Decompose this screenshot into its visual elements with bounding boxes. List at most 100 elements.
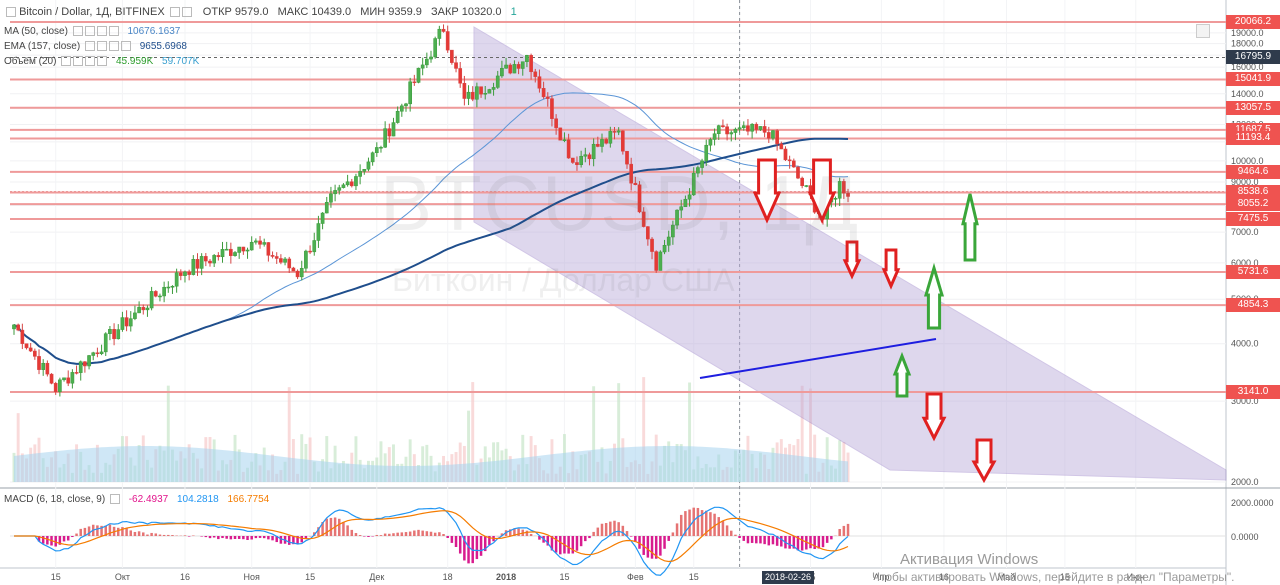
candle-body [78,361,83,373]
candle-body [466,91,471,99]
candle-body [128,318,133,327]
candle-body [500,68,504,77]
volume-legend[interactable]: Объём (20) 45.959K 59.707K [4,56,199,67]
candle-body [804,185,809,187]
candle-body [249,241,254,251]
candle-body [425,58,429,66]
volume-bar [421,446,425,482]
x-axis-tick-label: Апр [873,572,889,582]
collapse-icon[interactable] [6,7,16,18]
eye-icon[interactable] [96,41,107,52]
eye-icon[interactable] [181,7,192,18]
candle-body [216,255,221,258]
candle-body [166,286,171,289]
candle-body [341,184,346,188]
candle-body [145,307,150,311]
candle-body [729,132,734,135]
candle-body [842,181,846,194]
candle-body [116,329,121,340]
x-axis-tick-label: 15 [51,572,61,582]
candle-body [741,125,746,128]
candle-body [800,177,804,187]
volume-bar [379,441,383,482]
candle-body [20,329,25,344]
candle-body [108,329,112,334]
candle-body [28,347,33,352]
candle-body [666,236,671,246]
candle-body [16,324,21,331]
y-axis-tick-label: 3000.0 [1231,396,1259,406]
close-icon[interactable] [120,41,131,52]
macd-axis-label: 0.0000 [1231,532,1259,542]
candle-body [458,68,463,84]
x-axis-tick-label: Ноя [244,572,261,582]
y-axis-tick-label: 7000.0 [1231,227,1259,237]
candle-body [153,291,158,297]
candle-body [191,259,196,275]
macd-legend[interactable]: MACD (6, 18, close, 9) -62.4937 104.2818… [4,494,269,505]
arrow-down-icon [881,248,901,290]
candle-body [149,291,154,309]
close-icon[interactable] [97,56,108,67]
candle-body [304,250,308,269]
x-axis-tick-label: Май [998,572,1016,582]
eye-icon[interactable] [73,56,84,67]
candle-body [187,271,191,275]
x-axis-tick-label: Окт [115,572,130,582]
close-icon[interactable] [108,26,119,37]
candle-body [754,123,759,130]
candle-body [654,251,659,271]
candle-body [771,130,775,139]
candle-body [379,146,383,149]
ma-legend[interactable]: MA (50, close) 10676.1637 [4,26,180,37]
candle-body [320,212,325,224]
x-axis-tick-label: Дек [369,572,384,582]
settings-icon[interactable] [72,26,83,37]
candle-body [846,193,850,197]
candle-body [404,103,408,107]
candle-body [349,181,354,187]
candle-body [837,181,842,199]
price-level-label: 15041.9 [1226,72,1280,87]
settings-icon[interactable] [84,41,95,52]
candle-body [529,55,533,73]
candle-body [762,126,767,133]
candle-body [266,242,271,256]
x-axis-tick-label: 15 [1060,572,1070,582]
candle-body [591,143,596,160]
maximize-icon[interactable] [1196,24,1210,38]
candle-body [308,250,312,253]
candle-body [679,206,684,211]
alert-badge[interactable]: 1 [510,6,517,18]
candle-body [124,317,129,327]
candle-body [691,172,696,196]
eye-icon[interactable] [84,26,95,37]
candle-body [595,143,600,147]
volume-bar [408,439,412,482]
macd-line [14,506,849,576]
candle-body [545,96,550,99]
crosshair-date-label: 2018-02-26 [762,571,814,584]
candle-body [450,49,454,63]
candle-body [95,352,100,355]
candle-body [575,162,579,165]
candle-body [12,324,16,330]
volume-bar [392,444,395,482]
x-axis-tick-label: 15 [559,572,569,582]
candle-body [537,76,542,89]
ema-legend[interactable]: EMA (157, close) 9655.6968 [4,41,187,52]
candle-body [137,307,141,314]
plus-icon[interactable] [85,56,96,67]
y-axis-tick-label: 16000.0 [1231,62,1264,72]
settings-icon[interactable] [169,7,180,18]
plus-icon[interactable] [108,41,119,52]
more-icon[interactable] [109,494,120,505]
candle-body [504,64,508,69]
candle-body [508,64,513,74]
candle-body [212,255,217,264]
settings-icon[interactable] [61,56,72,67]
candle-body [208,260,212,264]
plus-icon[interactable] [96,26,107,37]
symbol-watermark-subtitle: Биткоин / Доллар США [392,262,735,298]
